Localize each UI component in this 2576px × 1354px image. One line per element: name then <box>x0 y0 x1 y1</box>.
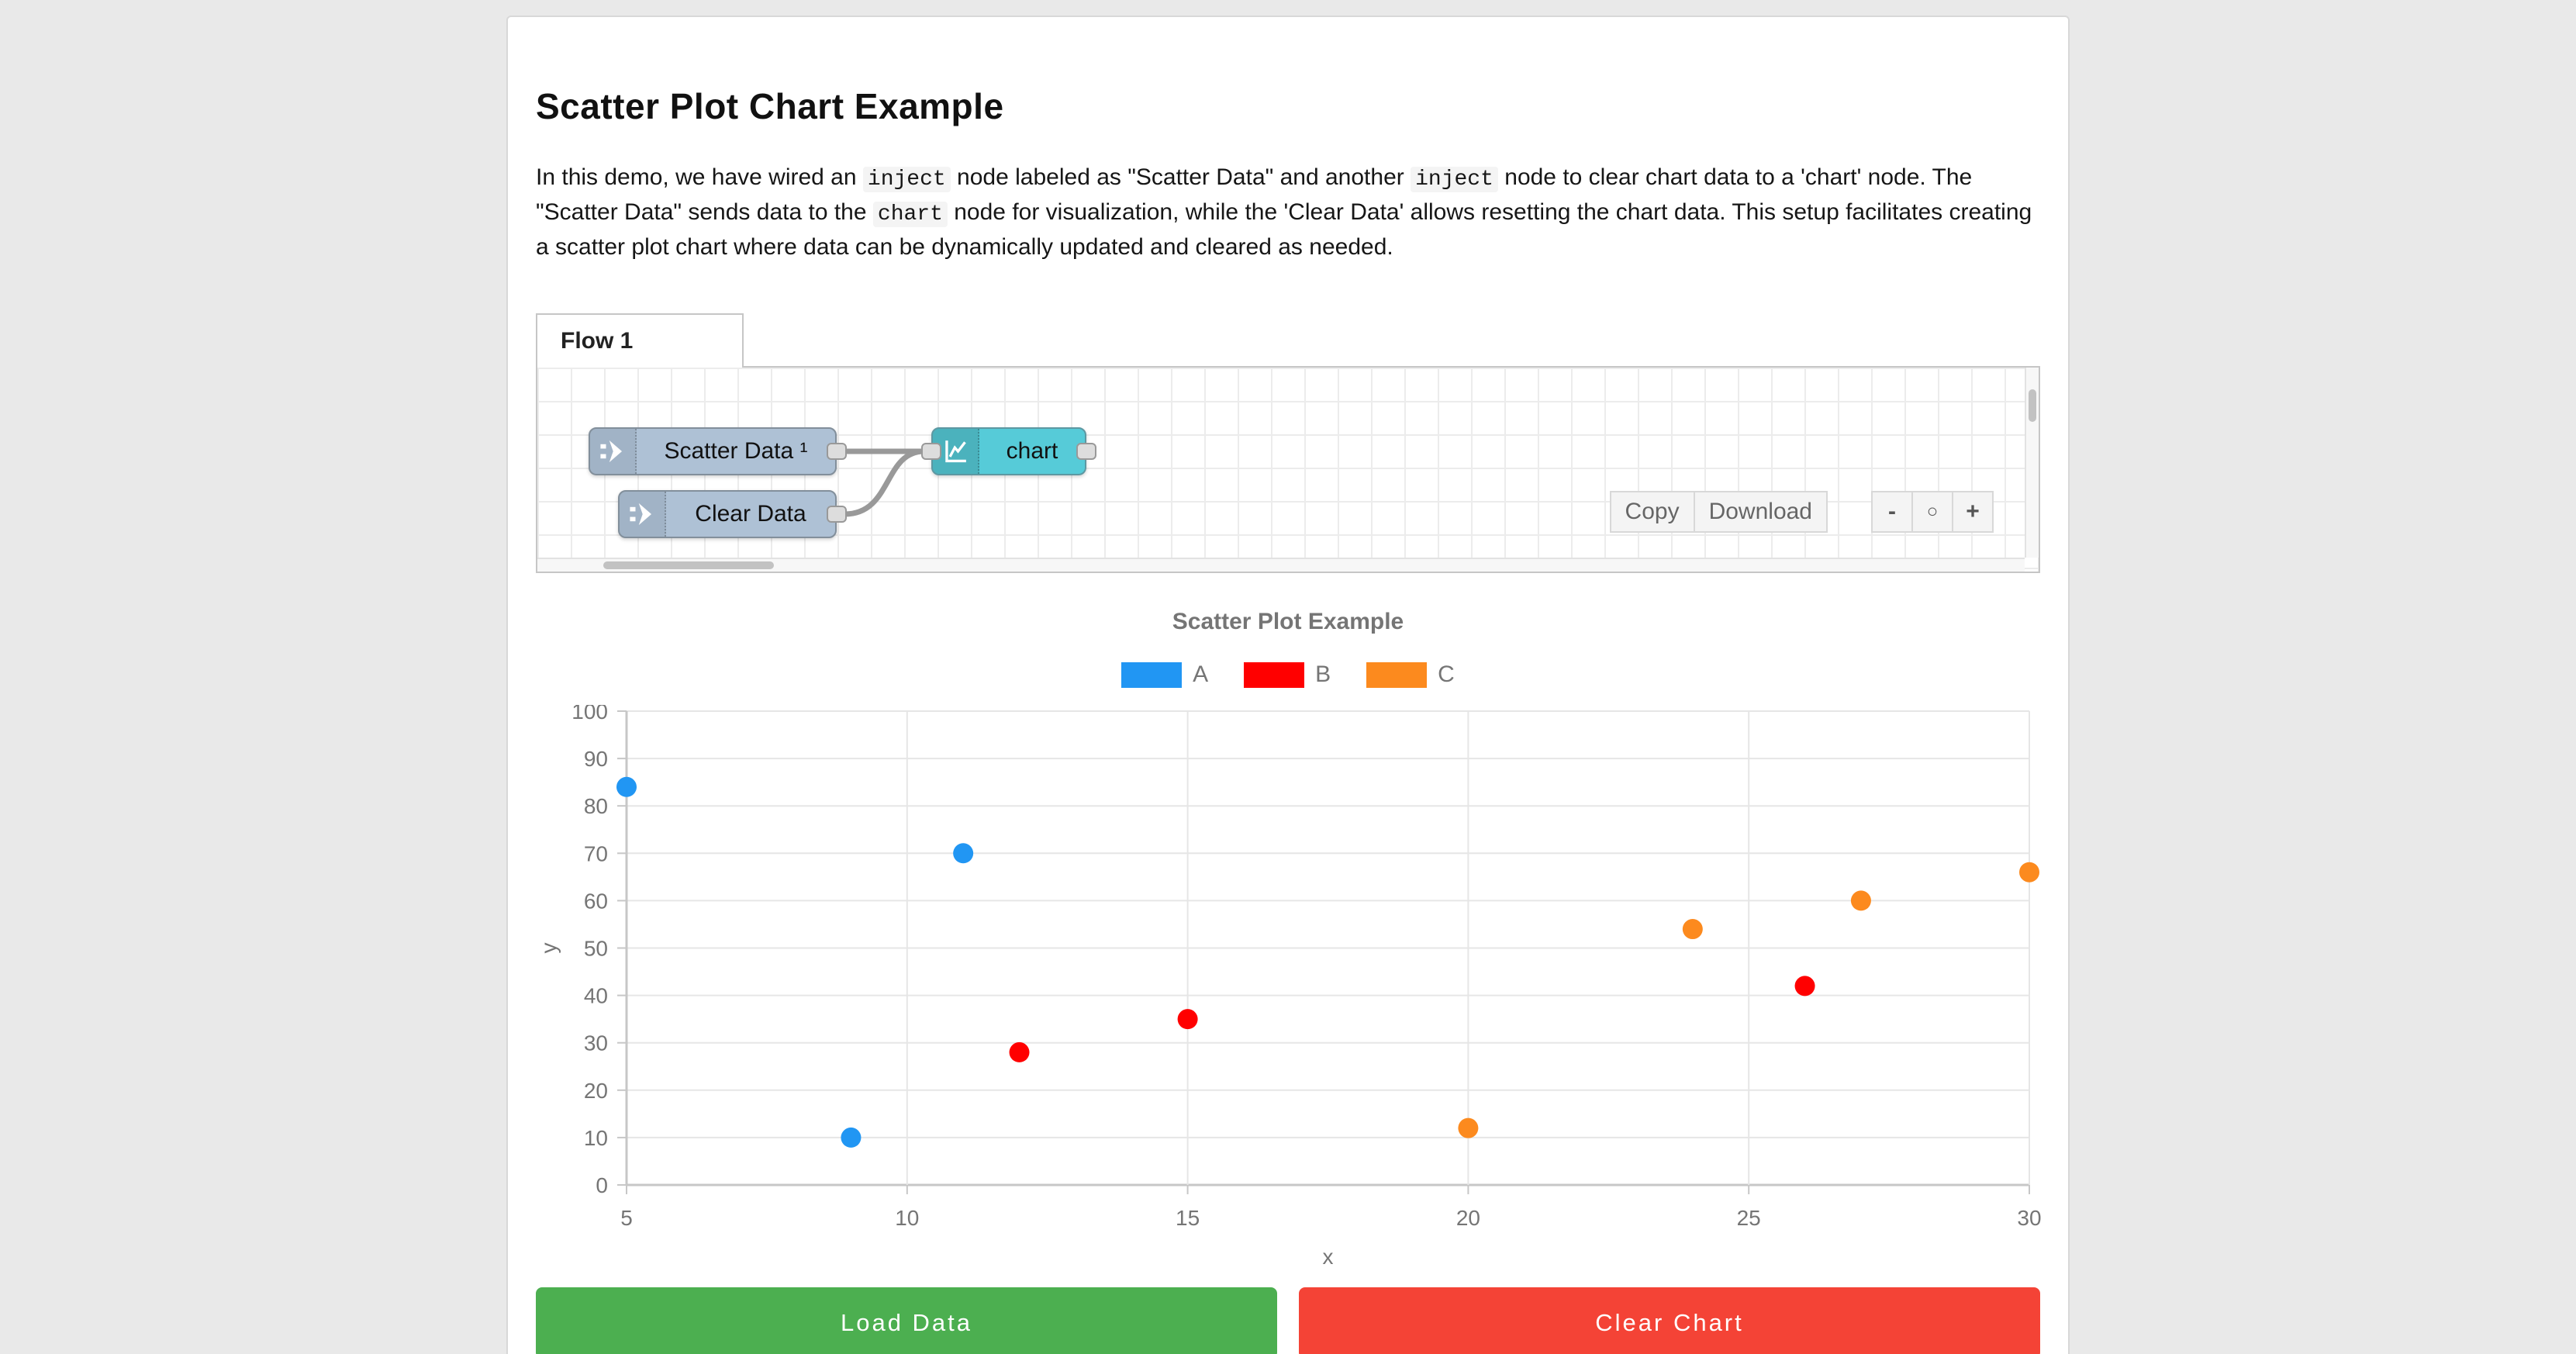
x-tick-label: 5 <box>620 1206 633 1230</box>
data-point-C <box>2019 862 2039 883</box>
inline-code: inject <box>1411 167 1498 192</box>
input-port[interactable] <box>921 443 941 460</box>
page-title: Scatter Plot Chart Example <box>536 86 1004 126</box>
y-tick-label: 10 <box>584 1126 608 1150</box>
x-tick-label: 10 <box>895 1206 919 1230</box>
data-point-B <box>1009 1041 1030 1062</box>
chart-legend: A B C <box>536 661 2040 688</box>
output-port[interactable] <box>1076 443 1096 460</box>
vertical-scrollbar-thumb[interactable] <box>2029 389 2036 422</box>
canvas-toolbar: Copy Download - ○ + <box>1609 491 1994 533</box>
data-point-C <box>1458 1117 1479 1138</box>
horizontal-scrollbar-thumb[interactable] <box>603 561 774 569</box>
node-label: chart <box>1006 438 1058 464</box>
legend-item-C[interactable]: C <box>1366 661 1455 688</box>
flow-canvas[interactable]: Scatter Data ¹ Clear Data <box>536 366 2040 573</box>
y-tick-label: 30 <box>584 1031 608 1055</box>
y-tick-label: 0 <box>596 1173 608 1197</box>
data-point-C <box>1850 890 1871 911</box>
flow-tab[interactable]: Flow 1 <box>536 313 744 368</box>
action-buttons: Load Data Clear Chart <box>536 1287 2040 1354</box>
chart-title: Scatter Plot Example <box>1172 609 1404 634</box>
node-label: Clear Data <box>695 501 806 527</box>
clear-chart-button[interactable]: Clear Chart <box>1299 1287 2040 1354</box>
y-axis-label: y <box>537 943 561 954</box>
y-tick-label: 70 <box>584 841 608 865</box>
y-tick-label: 20 <box>584 1079 608 1103</box>
y-tick-label: 40 <box>584 984 608 1008</box>
inject-icon <box>590 429 637 474</box>
chart-section: Scatter Plot Example A B C 0 10 20 30 40 50 60 70… <box>536 609 2042 1267</box>
intro-text: In this demo, we have wired an <box>536 164 863 190</box>
legend-swatch <box>1366 661 1428 688</box>
inline-code: inject <box>862 167 951 192</box>
inline-code: chart <box>872 202 948 227</box>
intro-text: node labeled as "Scatter Data" and anoth… <box>950 164 1411 190</box>
data-point-A <box>616 776 637 797</box>
zoom-reset-button[interactable]: ○ <box>1911 491 1953 533</box>
y-tick-label: 90 <box>584 747 608 771</box>
x-tick-label: 20 <box>1456 1206 1480 1230</box>
load-data-button[interactable]: Load Data <box>536 1287 1277 1354</box>
y-tick-label: 100 <box>571 705 608 724</box>
scatter-plot: 0 10 20 30 40 50 60 70 80 90 100 5 10 15 20 25 30 x y <box>537 705 2042 1267</box>
x-tick-label: 15 <box>1176 1206 1200 1230</box>
download-button[interactable]: Download <box>1693 491 1828 533</box>
legend-label: C <box>1438 661 1455 687</box>
legend-swatch <box>1121 661 1183 688</box>
node-label: Scatter Data ¹ <box>664 438 808 464</box>
horizontal-scrollbar[interactable] <box>537 558 2025 572</box>
node-chart[interactable]: chart <box>921 427 1096 475</box>
intro-text: node for visualization, while the 'Clear… <box>536 199 2032 260</box>
y-tick-label: 50 <box>584 937 608 961</box>
data-point-C <box>1682 919 1703 940</box>
intro-text: node to clear chart data to a 'chart' no… <box>536 164 1973 225</box>
intro-paragraph: In this demo, we have wired an inject no… <box>536 161 2040 264</box>
content-card: Scatter Plot Chart Example In this demo,… <box>506 16 2070 1354</box>
x-axis-label: x <box>1323 1245 1334 1267</box>
data-point-B <box>1794 976 1815 997</box>
y-tick-label: 60 <box>584 889 608 913</box>
output-port[interactable] <box>827 443 847 460</box>
wire-clear-to-chart <box>841 448 927 517</box>
vertical-scrollbar[interactable] <box>2025 368 2039 558</box>
zoom-out-button[interactable]: - <box>1871 491 1913 533</box>
data-point-B <box>1177 1009 1198 1030</box>
y-tick-label: 80 <box>584 794 608 818</box>
legend-item-B[interactable]: B <box>1244 661 1331 688</box>
flow-tab-label: Flow 1 <box>561 328 634 354</box>
node-scatter-data[interactable]: Scatter Data ¹ <box>589 427 847 475</box>
legend-swatch <box>1244 661 1305 688</box>
output-port[interactable] <box>827 506 847 523</box>
data-point-A <box>953 843 974 864</box>
data-point-A <box>841 1127 862 1148</box>
zoom-button-group: - ○ + <box>1871 491 1994 533</box>
x-tick-label: 25 <box>1737 1206 1761 1230</box>
zoom-in-button[interactable]: + <box>1952 491 1994 533</box>
inject-icon <box>620 492 666 537</box>
copy-button[interactable]: Copy <box>1609 491 1695 533</box>
flow-editor: Flow 1 Scatter Data ¹ <box>536 313 2040 573</box>
legend-label: A <box>1193 661 1209 687</box>
node-clear-data[interactable]: Clear Data <box>618 490 847 538</box>
legend-item-A[interactable]: A <box>1121 661 1208 688</box>
legend-label: B <box>1315 661 1331 687</box>
export-button-group: Copy Download <box>1609 491 1828 533</box>
x-tick-label: 30 <box>2017 1206 2041 1230</box>
